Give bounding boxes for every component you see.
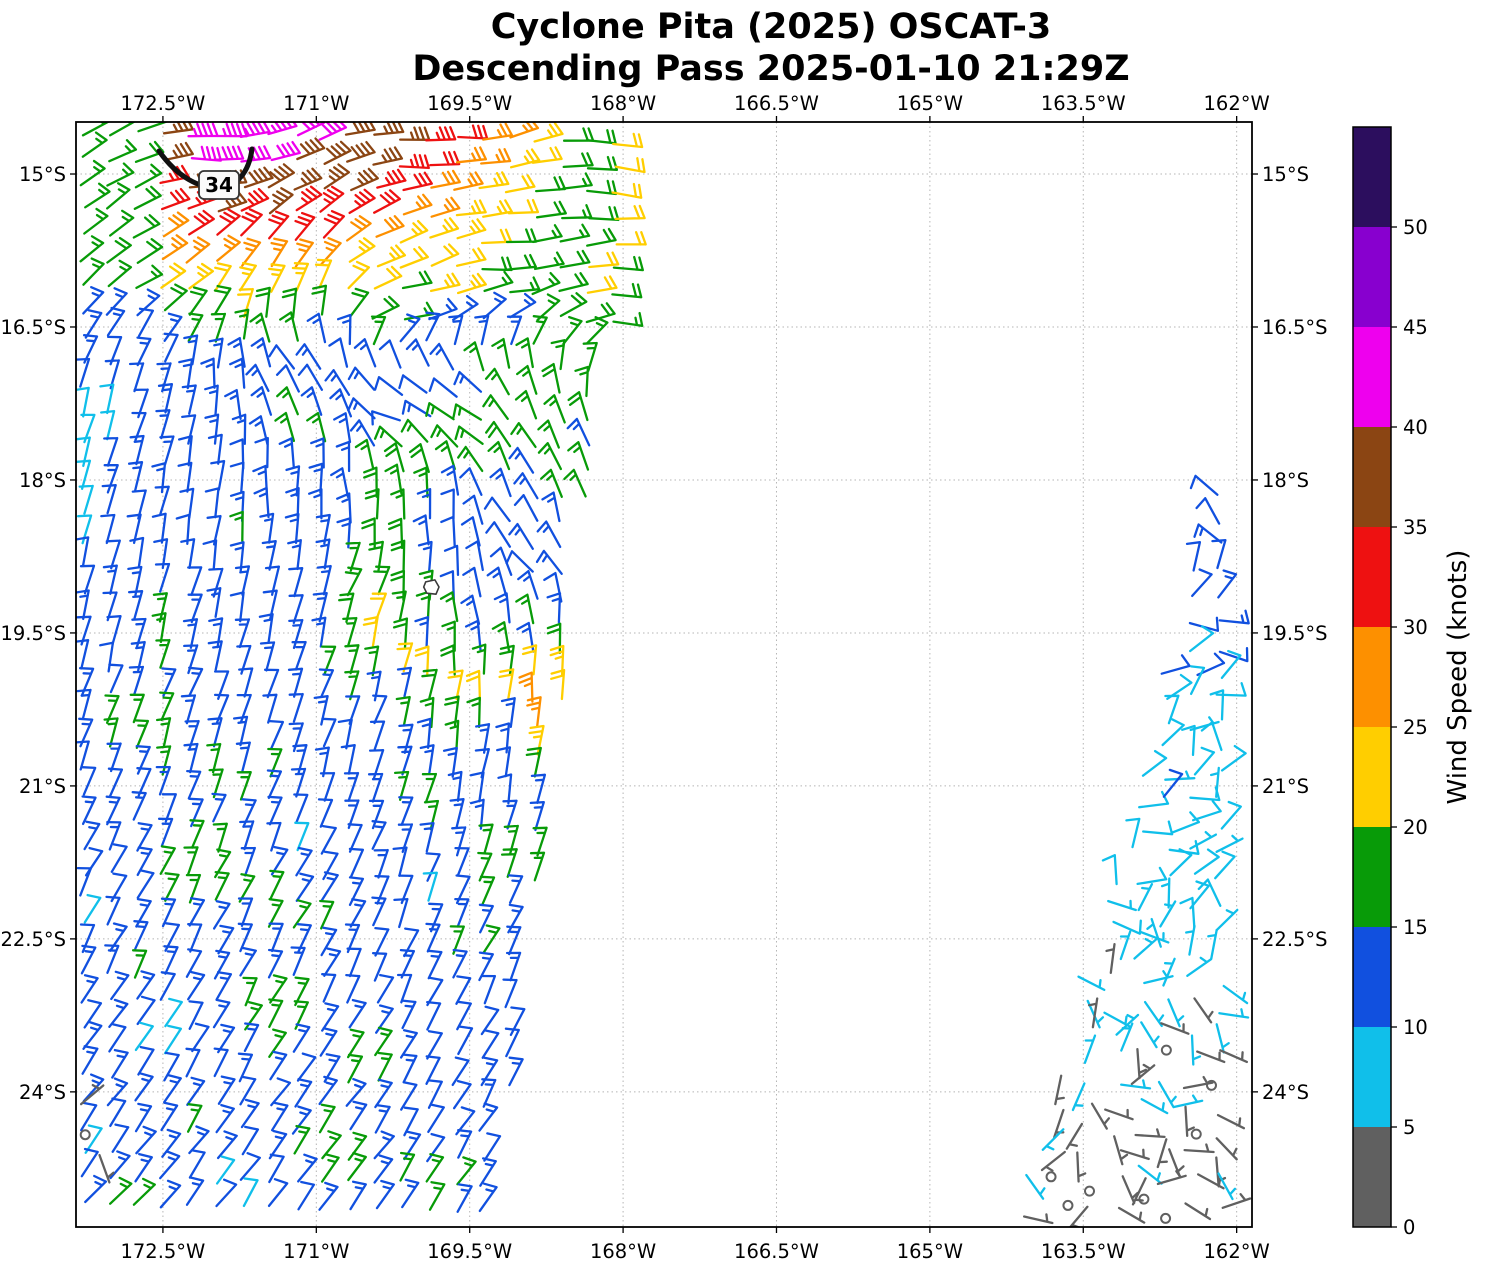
svg-text:40: 40: [1403, 416, 1428, 439]
axes-frame: [70, 116, 1258, 1233]
svg-text:Wind Speed (knots): Wind Speed (knots): [1443, 550, 1473, 805]
contour-annotation-34kt: 34: [156, 146, 255, 200]
svg-text:21°S: 21°S: [1262, 775, 1309, 798]
svg-text:166.5°W: 166.5°W: [734, 1240, 819, 1263]
svg-text:166.5°W: 166.5°W: [734, 92, 819, 115]
svg-text:10: 10: [1403, 1016, 1428, 1039]
gridlines: [76, 122, 1252, 1227]
svg-text:169.5°W: 169.5°W: [427, 1240, 512, 1263]
svg-text:162°W: 162°W: [1204, 1240, 1270, 1263]
svg-text:24°S: 24°S: [1262, 1081, 1309, 1104]
svg-text:19.5°S: 19.5°S: [0, 622, 66, 645]
svg-text:18°S: 18°S: [1262, 469, 1309, 492]
svg-text:34: 34: [205, 173, 233, 197]
svg-text:16.5°S: 16.5°S: [1262, 316, 1328, 339]
svg-text:45: 45: [1403, 316, 1428, 339]
svg-text:172.5°W: 172.5°W: [120, 1240, 205, 1263]
wind-barbs-layer: [76, 122, 1252, 1227]
y-axis-left-labels: 15°S 16.5°S 18°S 19.5°S 21°S 22.5°S 24°S: [0, 163, 66, 1104]
colorbar: [1352, 126, 1397, 1228]
svg-text:20: 20: [1403, 816, 1428, 839]
svg-text:168°W: 168°W: [590, 92, 656, 115]
svg-text:168°W: 168°W: [590, 1240, 656, 1263]
x-axis-bottom-labels: 172.5°W 171°W 169.5°W 168°W 166.5°W 165°W 163.…: [120, 1240, 1269, 1263]
colorbar-labels: 0 5 10 15 20 25 30 35 40 45 50 Wind Speed (knots): [1403, 216, 1473, 1239]
svg-text:30: 30: [1403, 616, 1428, 639]
svg-text:169.5°W: 169.5°W: [427, 92, 512, 115]
svg-text:21°S: 21°S: [19, 775, 66, 798]
svg-text:163.5°W: 163.5°W: [1041, 92, 1126, 115]
svg-text:171°W: 171°W: [283, 92, 349, 115]
svg-text:5: 5: [1403, 1116, 1415, 1139]
svg-text:172.5°W: 172.5°W: [120, 92, 205, 115]
svg-text:16.5°S: 16.5°S: [0, 316, 66, 339]
svg-text:15: 15: [1403, 916, 1428, 939]
svg-text:165°W: 165°W: [897, 1240, 963, 1263]
chart-title: Cyclone Pita (2025) OSCAT-3 Descending P…: [0, 6, 1490, 90]
svg-text:18°S: 18°S: [19, 469, 66, 492]
svg-text:22.5°S: 22.5°S: [0, 928, 66, 951]
island-outline: [422, 579, 440, 596]
svg-text:162°W: 162°W: [1204, 92, 1270, 115]
chart-title-line1: Cyclone Pita (2025) OSCAT-3: [490, 7, 1052, 47]
x-axis-top-labels: 172.5°W 171°W 169.5°W 168°W 166.5°W 165°W 163.…: [120, 92, 1269, 115]
svg-text:50: 50: [1403, 216, 1428, 239]
svg-text:0: 0: [1403, 1216, 1415, 1239]
y-axis-right-labels: 15°S 16.5°S 18°S 19.5°S 21°S 22.5°S 24°S: [1262, 163, 1328, 1104]
svg-text:171°W: 171°W: [283, 1240, 349, 1263]
svg-text:15°S: 15°S: [19, 163, 66, 186]
svg-text:163.5°W: 163.5°W: [1041, 1240, 1126, 1263]
svg-text:22.5°S: 22.5°S: [1262, 928, 1328, 951]
svg-text:165°W: 165°W: [897, 92, 963, 115]
svg-text:19.5°S: 19.5°S: [1262, 622, 1328, 645]
svg-text:24°S: 24°S: [19, 1081, 66, 1104]
svg-text:35: 35: [1403, 516, 1428, 539]
svg-text:25: 25: [1403, 716, 1428, 739]
chart-title-line2: Descending Pass 2025-01-10 21:29Z: [412, 49, 1130, 89]
svg-text:15°S: 15°S: [1262, 163, 1309, 186]
